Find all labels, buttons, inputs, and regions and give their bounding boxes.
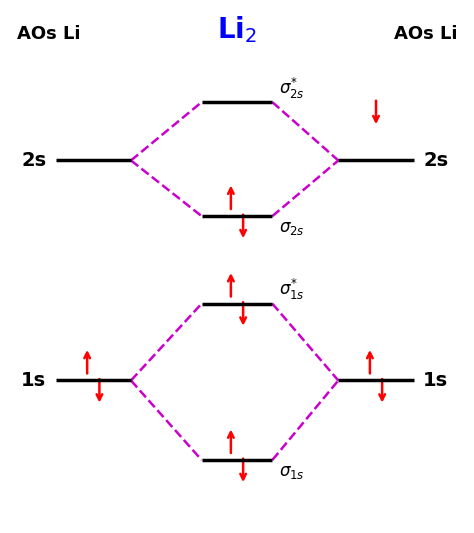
Text: 2s: 2s — [21, 151, 46, 170]
Text: $\sigma_{1s}$: $\sigma_{1s}$ — [279, 463, 305, 481]
Text: 1s: 1s — [21, 371, 46, 390]
Text: AOs Li: AOs Li — [394, 25, 457, 43]
Text: 1s: 1s — [423, 371, 448, 390]
Text: AOs Li: AOs Li — [17, 25, 80, 43]
Text: 2s: 2s — [423, 151, 448, 170]
Text: $\sigma_{2s}$: $\sigma_{2s}$ — [279, 219, 305, 237]
Text: $\sigma_{2s}^{*}$: $\sigma_{2s}^{*}$ — [279, 76, 305, 101]
Text: Li$_2$: Li$_2$ — [217, 14, 257, 45]
Text: $\sigma_{1s}^{*}$: $\sigma_{1s}^{*}$ — [279, 277, 305, 302]
